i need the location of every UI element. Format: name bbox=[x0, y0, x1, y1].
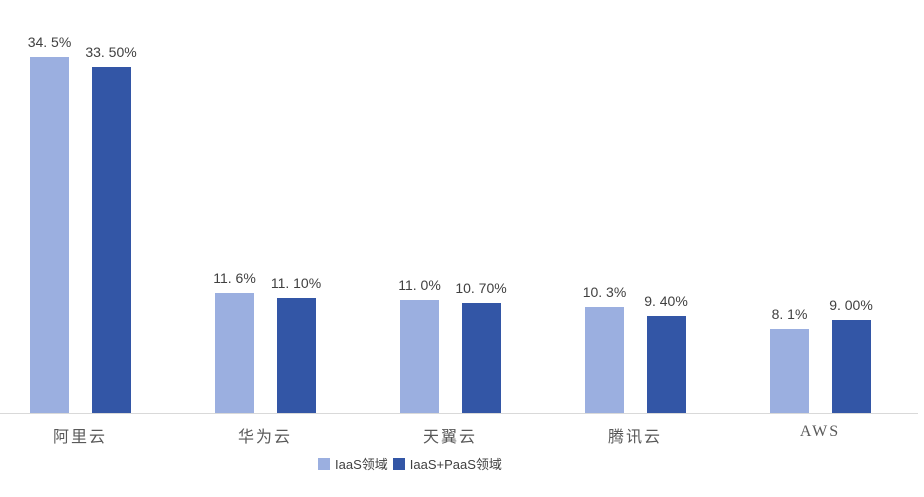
bar-series1-4 bbox=[585, 306, 624, 413]
bar-series2-5 bbox=[831, 320, 871, 413]
bar-series1-2 bbox=[215, 293, 254, 413]
data-label-series2-5: 9. 00% bbox=[829, 297, 873, 314]
data-label-series1-2: 11. 6% bbox=[213, 270, 256, 287]
x-axis-label-2: 华为云 bbox=[237, 429, 293, 446]
bar-series2-2 bbox=[276, 298, 316, 413]
legend: IaaS领域 IaaS+PaaS领域 bbox=[318, 454, 507, 473]
data-label-series2-4: 9. 40% bbox=[644, 293, 688, 310]
legend-swatch-icon bbox=[318, 457, 330, 470]
x-axis-label-3: 天翼云 bbox=[422, 429, 478, 446]
bar-series2-3 bbox=[461, 302, 501, 413]
data-label-series2-1: 33. 50% bbox=[85, 44, 137, 61]
data-label-series2-3: 10. 70% bbox=[455, 279, 507, 296]
data-label-series1-1: 34. 5% bbox=[27, 34, 72, 50]
x-axis-line bbox=[0, 413, 918, 414]
x-axis-label-5: AWS bbox=[799, 423, 841, 440]
bar-series2-1 bbox=[91, 67, 131, 413]
plot-area: 34. 5% 33. 50% 11. 6% 11. 10% 11. 0% 10. 70% 1… bbox=[27, 34, 873, 413]
legend-label-2: IaaS+PaaS领域 bbox=[409, 457, 502, 472]
bar-series1-1 bbox=[30, 57, 69, 413]
data-label-series1-4: 10. 3% bbox=[582, 283, 627, 300]
bar-series1-3 bbox=[400, 299, 439, 413]
x-axis-label-1: 阿里云 bbox=[52, 429, 108, 446]
legend-item-1: IaaS领域 bbox=[318, 454, 388, 473]
legend-label-1: IaaS领域 bbox=[335, 457, 388, 472]
data-label-series2-2: 11. 10% bbox=[270, 275, 322, 292]
x-axis-label-4: 腾讯云 bbox=[607, 429, 663, 446]
legend-swatch-icon bbox=[392, 457, 405, 470]
bar-series1-5 bbox=[770, 329, 809, 413]
bar-series2-4 bbox=[646, 316, 686, 413]
data-label-series1-5: 8. 1% bbox=[771, 306, 808, 323]
legend-item-2: IaaS+PaaS领域 bbox=[392, 454, 502, 473]
data-label-series1-3: 11. 0% bbox=[398, 276, 441, 293]
